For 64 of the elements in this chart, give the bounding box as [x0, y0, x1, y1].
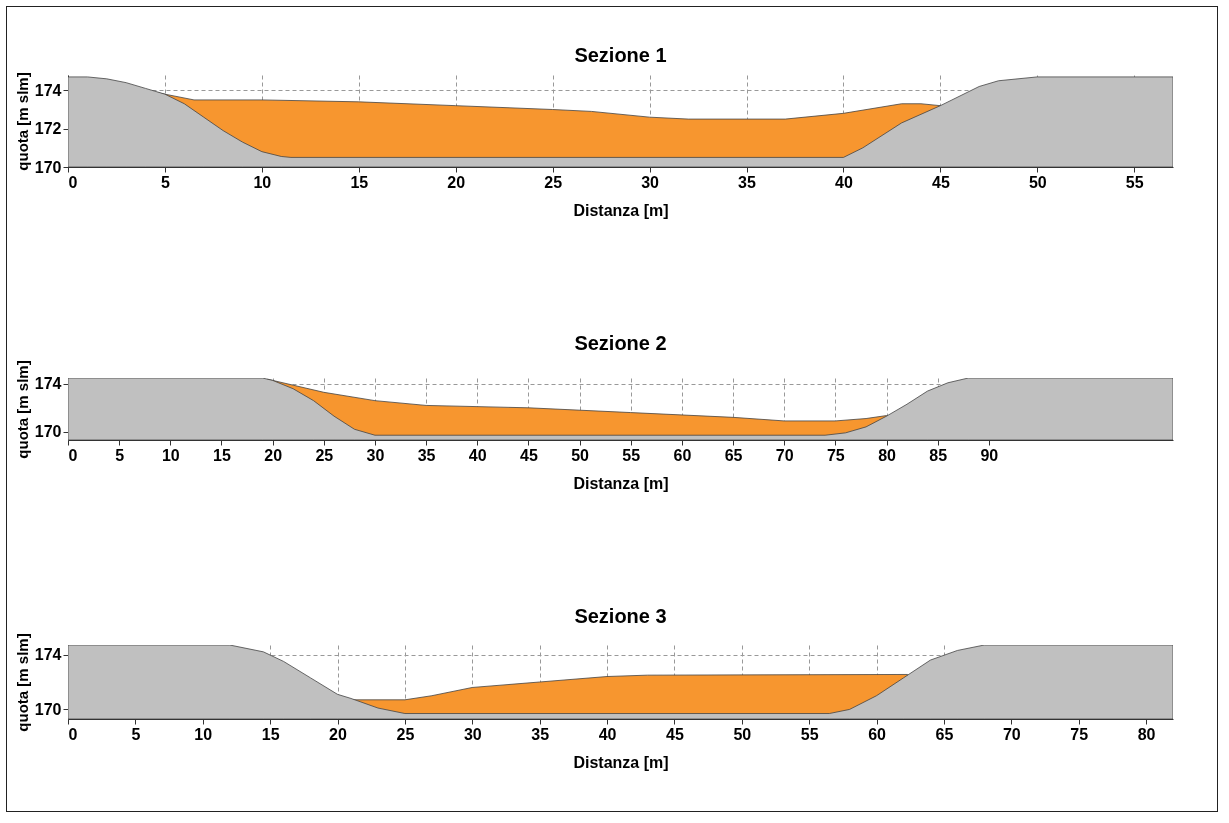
y-axis-title: quota [m slm]	[13, 633, 31, 732]
x-tick-label: 5	[131, 725, 141, 743]
x-axis-title: Distanza [m]	[573, 474, 669, 492]
x-tick-label: 60	[673, 446, 692, 464]
x-tick-label: 10	[194, 725, 213, 743]
chart-title: Sezione 2	[574, 331, 667, 354]
y-tick-label: 170	[34, 158, 62, 176]
x-tick-label: 0	[68, 725, 78, 743]
x-tick-label: 25	[396, 725, 415, 743]
x-tick-label: 40	[468, 446, 487, 464]
x-tick-label: 55	[800, 725, 819, 743]
x-tick-label: 65	[724, 446, 743, 464]
x-tick-label: 30	[641, 173, 660, 191]
x-tick-label: 20	[264, 446, 283, 464]
x-tick-label: 20	[329, 725, 348, 743]
y-axis-title: quota [m slm]	[13, 72, 31, 171]
x-tick-label: 75	[826, 446, 845, 464]
x-tick-label: 35	[531, 725, 550, 743]
x-tick-label: 70	[1002, 725, 1021, 743]
x-tick-label: 10	[253, 173, 272, 191]
y-tick-label: 172	[34, 120, 62, 138]
x-tick-label: 85	[929, 446, 948, 464]
x-axis-title: Distanza [m]	[573, 753, 669, 771]
x-tick-label: 30	[463, 725, 482, 743]
x-tick-label: 65	[935, 725, 954, 743]
x-tick-label: 25	[544, 173, 563, 191]
x-tick-label: 70	[775, 446, 794, 464]
x-tick-label: 15	[213, 446, 231, 464]
x-tick-label: 20	[447, 173, 466, 191]
chart-title: Sezione 1	[574, 43, 667, 66]
y-tick-label: 170	[34, 423, 62, 441]
x-tick-label: 45	[520, 446, 538, 464]
y-tick-label: 174	[34, 646, 62, 664]
x-tick-label: 0	[68, 446, 78, 464]
x-tick-label: 60	[868, 725, 887, 743]
x-tick-label: 0	[68, 173, 78, 191]
x-tick-label: 35	[417, 446, 436, 464]
x-tick-label: 10	[161, 446, 180, 464]
x-tick-label: 40	[598, 725, 617, 743]
x-tick-label: 35	[738, 173, 757, 191]
x-tick-label: 40	[835, 173, 853, 191]
y-tick-label: 174	[34, 375, 62, 393]
x-tick-label: 15	[350, 173, 369, 191]
x-tick-label: 5	[160, 173, 170, 191]
x-tick-label: 30	[366, 446, 385, 464]
y-tick-label: 174	[34, 81, 62, 99]
x-tick-label: 50	[571, 446, 590, 464]
x-tick-label: 90	[980, 446, 999, 464]
x-tick-label: 25	[315, 446, 334, 464]
x-tick-label: 80	[1137, 725, 1156, 743]
chart-title: Sezione 3	[574, 604, 667, 627]
y-tick-label: 170	[34, 700, 62, 718]
y-axis-title: quota [m slm]	[13, 360, 31, 459]
x-tick-label: 75	[1070, 725, 1089, 743]
x-tick-label: 5	[115, 446, 125, 464]
x-tick-label: 50	[733, 725, 752, 743]
x-tick-label: 45	[931, 173, 950, 191]
x-tick-label: 55	[622, 446, 641, 464]
x-tick-label: 15	[261, 725, 280, 743]
x-tick-label: 80	[878, 446, 897, 464]
x-tick-label: 50	[1028, 173, 1047, 191]
x-tick-label: 45	[666, 725, 684, 743]
x-tick-label: 55	[1125, 173, 1144, 191]
x-axis-title: Distanza [m]	[573, 201, 669, 219]
